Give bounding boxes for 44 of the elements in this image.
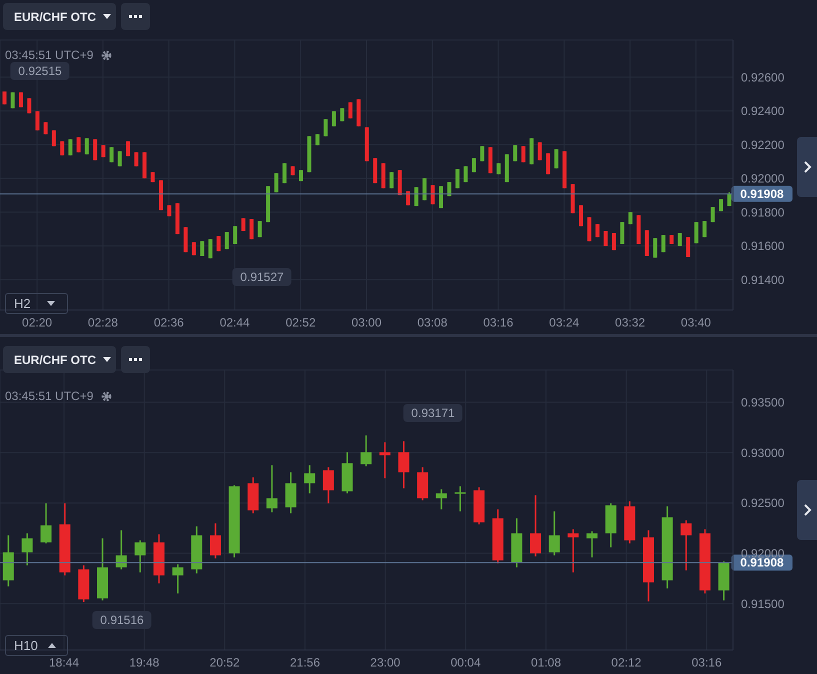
x-tick-label: 18:44 [48,656,80,670]
x-tick-label: 03:16 [692,656,722,670]
x-tick-label: 20:52 [210,656,240,670]
x-tick-label: 03:00 [351,316,382,330]
annotation: H10 [14,638,38,653]
x-tick-label: 03:16 [483,316,514,330]
x-tick-label: 02:12 [611,656,642,670]
y-tick-label: 0.93500 [741,395,785,410]
ref-line-label: 0.91908 [740,186,784,201]
y-tick-label: 0.93000 [741,446,785,460]
x-tick-label: 03:24 [549,316,580,330]
candlestick [379,442,390,478]
y-tick-label: 0.91800 [741,205,785,220]
y-tick-label: 0.92600 [741,70,785,84]
x-tick-label: 02:36 [154,316,184,330]
candlestick [454,486,466,512]
x-tick-label: 23:00 [370,656,401,670]
text: EUR/CHF OTC [14,10,96,24]
annotation: 0.92515 [10,62,70,80]
x-tick-label: 02:20 [22,316,52,330]
annotation: 0.93171 [403,404,463,422]
x-tick-label: 00:04 [450,656,481,670]
y-tick-label: 0.92500 [741,496,785,510]
annotation: 0.91527 [232,268,292,286]
annotation: 0.91516 [92,611,152,629]
text: EUR/CHF OTC [14,352,96,366]
y-tick-label: 0.92200 [741,138,785,152]
x-tick-label: 03:08 [417,316,448,330]
x-tick-label: 02:28 [88,316,118,330]
y-tick-label: 0.92000 [741,172,785,186]
y-tick-label: 0.91500 [741,596,785,611]
x-tick-label: 01:08 [530,656,562,670]
y-tick-label: 0.92400 [741,104,785,118]
annotation: 03:45:51 UTC+9 [5,48,94,62]
x-tick-label: 21:56 [290,656,320,670]
y-tick-label: 0.91600 [741,239,785,254]
annotation: 03:45:51 UTC+9 [5,389,94,403]
x-tick-label: 02:52 [286,316,316,330]
annotation: H2 [14,296,31,311]
x-tick-label: 19:48 [129,656,160,670]
x-tick-label: 03:40 [680,316,712,330]
x-tick-label: 02:44 [220,316,250,330]
y-tick-label: 0.91400 [741,272,785,287]
x-tick-label: 03:32 [615,316,646,330]
